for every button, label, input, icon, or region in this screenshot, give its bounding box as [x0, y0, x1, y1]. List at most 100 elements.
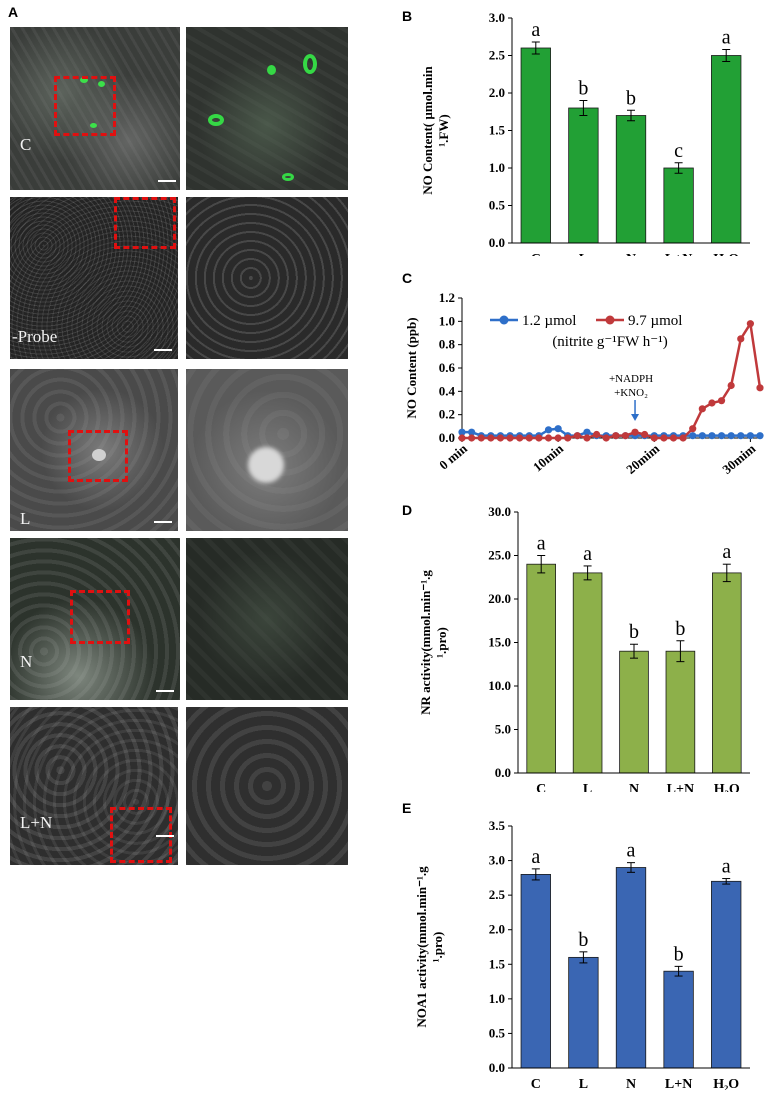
micrograph-ln-overview: L+N: [10, 707, 178, 865]
bar-4: [711, 55, 742, 244]
y-tick-label: 1.5: [489, 123, 506, 138]
series-0-point: [746, 432, 754, 440]
legend-swatch-marker: [499, 315, 509, 325]
micrograph-label-c: C: [20, 135, 32, 154]
series-1-point: [592, 430, 601, 439]
significance-letter: b: [578, 929, 588, 951]
y-tick-label: 0.4: [439, 383, 456, 398]
x-tick-label: 20mim: [623, 441, 662, 477]
series-0-point: [458, 428, 466, 436]
y-tick-label: 0.6: [439, 360, 456, 375]
y-tick-label: 0.0: [489, 235, 505, 250]
significance-letter: a: [537, 533, 546, 555]
roi-box: [68, 430, 128, 482]
series-1-point: [506, 434, 514, 442]
significance-letter: a: [531, 19, 540, 41]
scale-bar: [158, 180, 176, 182]
scale-bar: [156, 835, 174, 837]
annotation-line2: +KNO₂: [614, 387, 648, 399]
roi-box: [70, 590, 130, 644]
micrograph-l-zoom: [186, 369, 348, 531]
y-tick-label: 25.0: [488, 548, 511, 563]
bar-0: [526, 563, 556, 774]
panel-letter-e: E: [402, 800, 412, 816]
series-1-point: [717, 397, 726, 405]
bar-1: [572, 572, 603, 774]
series-0-point: [737, 432, 745, 440]
bar-1: [568, 956, 599, 1069]
y-tick-label: 3.0: [489, 853, 505, 868]
x-tick-label: H₂O: [714, 782, 740, 792]
x-tick-label: H₂O: [713, 1077, 739, 1090]
x-tick-label: L: [579, 1077, 588, 1090]
series-1-point: [631, 428, 639, 436]
y-tick-label: 0.0: [495, 765, 511, 780]
series-1-point: [708, 399, 716, 407]
series-1-point: [669, 434, 678, 442]
series-0-point: [708, 432, 716, 440]
y-tick-label: 0.5: [489, 198, 506, 213]
annotation-arrow-head: [631, 414, 640, 421]
bar-4: [712, 572, 742, 774]
micrograph-label-probe: -Probe: [12, 327, 58, 346]
significance-letter: a: [531, 846, 540, 868]
legend-note: (nitrite g⁻¹FW h⁻¹): [552, 334, 667, 350]
chart-c-no-time-course: 0.0 0.2 0.4 0.6 0.8 1.0 1.2 0 min 10min 20mim 30mi…: [404, 290, 764, 477]
significance-letter: a: [722, 27, 731, 49]
x-tick-label: L+N: [667, 782, 694, 792]
series-1-point: [746, 320, 754, 328]
y-tick-label: 3.0: [489, 10, 505, 25]
legend-entry: 1.2 µmol: [522, 313, 576, 329]
y-tick-label: 30.0: [488, 504, 511, 519]
significance-letter: a: [722, 856, 731, 878]
series-1-point: [496, 434, 505, 442]
micrograph-n-overview: N: [10, 538, 180, 700]
x-tick-label: L: [579, 252, 588, 256]
x-tick-label: N: [626, 252, 636, 256]
x-tick-label: L+N: [665, 252, 692, 256]
y-tick-label: 2.5: [489, 48, 506, 63]
micrograph-c-overview: C: [10, 27, 180, 190]
series-0-point: [698, 432, 706, 440]
x-tick-label: L+N: [665, 1077, 692, 1090]
series-0-point: [583, 428, 591, 436]
chart-b-no-content: 0.0 0.5 1.0 1.5 2.0 2.5 3.0 a Cb Lb Nc L+N a H₂O NO Co…: [420, 10, 750, 256]
bar-4: [711, 880, 742, 1069]
series-1-point: [458, 434, 466, 442]
significance-letter: b: [629, 621, 639, 643]
panel-letter-c: C: [402, 270, 413, 286]
y-tick-label: 0.8: [439, 337, 456, 352]
y-axis-label-line1: NOA1 activity(mmol.min⁻¹.g: [414, 866, 429, 1028]
significance-letter: b: [674, 943, 684, 965]
y-tick-label: 20.0: [488, 591, 511, 606]
x-tick-label: H₂O: [713, 252, 739, 256]
series-0-point: [468, 428, 476, 436]
micrograph-n-zoom: [186, 538, 348, 700]
y-tick-label: 0.2: [439, 407, 455, 422]
series-1-point: [660, 434, 668, 442]
series-1-point: [612, 432, 620, 440]
x-tick-label: N: [629, 782, 639, 792]
significance-letter: c: [674, 140, 683, 162]
series-1-point: [583, 434, 591, 442]
series-1-point: [679, 434, 687, 442]
scale-bar: [154, 521, 172, 523]
series-1-point: [698, 405, 706, 413]
micrograph-probe-zoom: [186, 197, 348, 359]
significance-letter: a: [722, 541, 731, 563]
series-1-point: [535, 434, 543, 442]
y-axis-label: NO Content (ppb): [404, 317, 419, 418]
legend-swatch-marker: [605, 315, 615, 325]
annotation-line1: +NADPH: [609, 373, 653, 385]
series-0-point: [554, 425, 562, 433]
x-tick-label: 30mim: [719, 441, 758, 477]
x-tick-label: L: [583, 782, 592, 792]
y-tick-label: 0.0: [439, 430, 455, 445]
micrograph-l-overview: L: [10, 369, 178, 531]
series-1-point: [516, 434, 524, 442]
y-tick-label: 5.0: [495, 722, 511, 737]
chart-d-nr-activity: 0.0 5.0 10.0 15.0 20.0 25.0 30.0 a Ca Lb Nb L+N a H₂O…: [418, 504, 750, 792]
scale-bar: [154, 349, 172, 351]
y-axis-label-line2: ¹.pro): [434, 627, 449, 658]
series-1-point: [525, 434, 533, 442]
